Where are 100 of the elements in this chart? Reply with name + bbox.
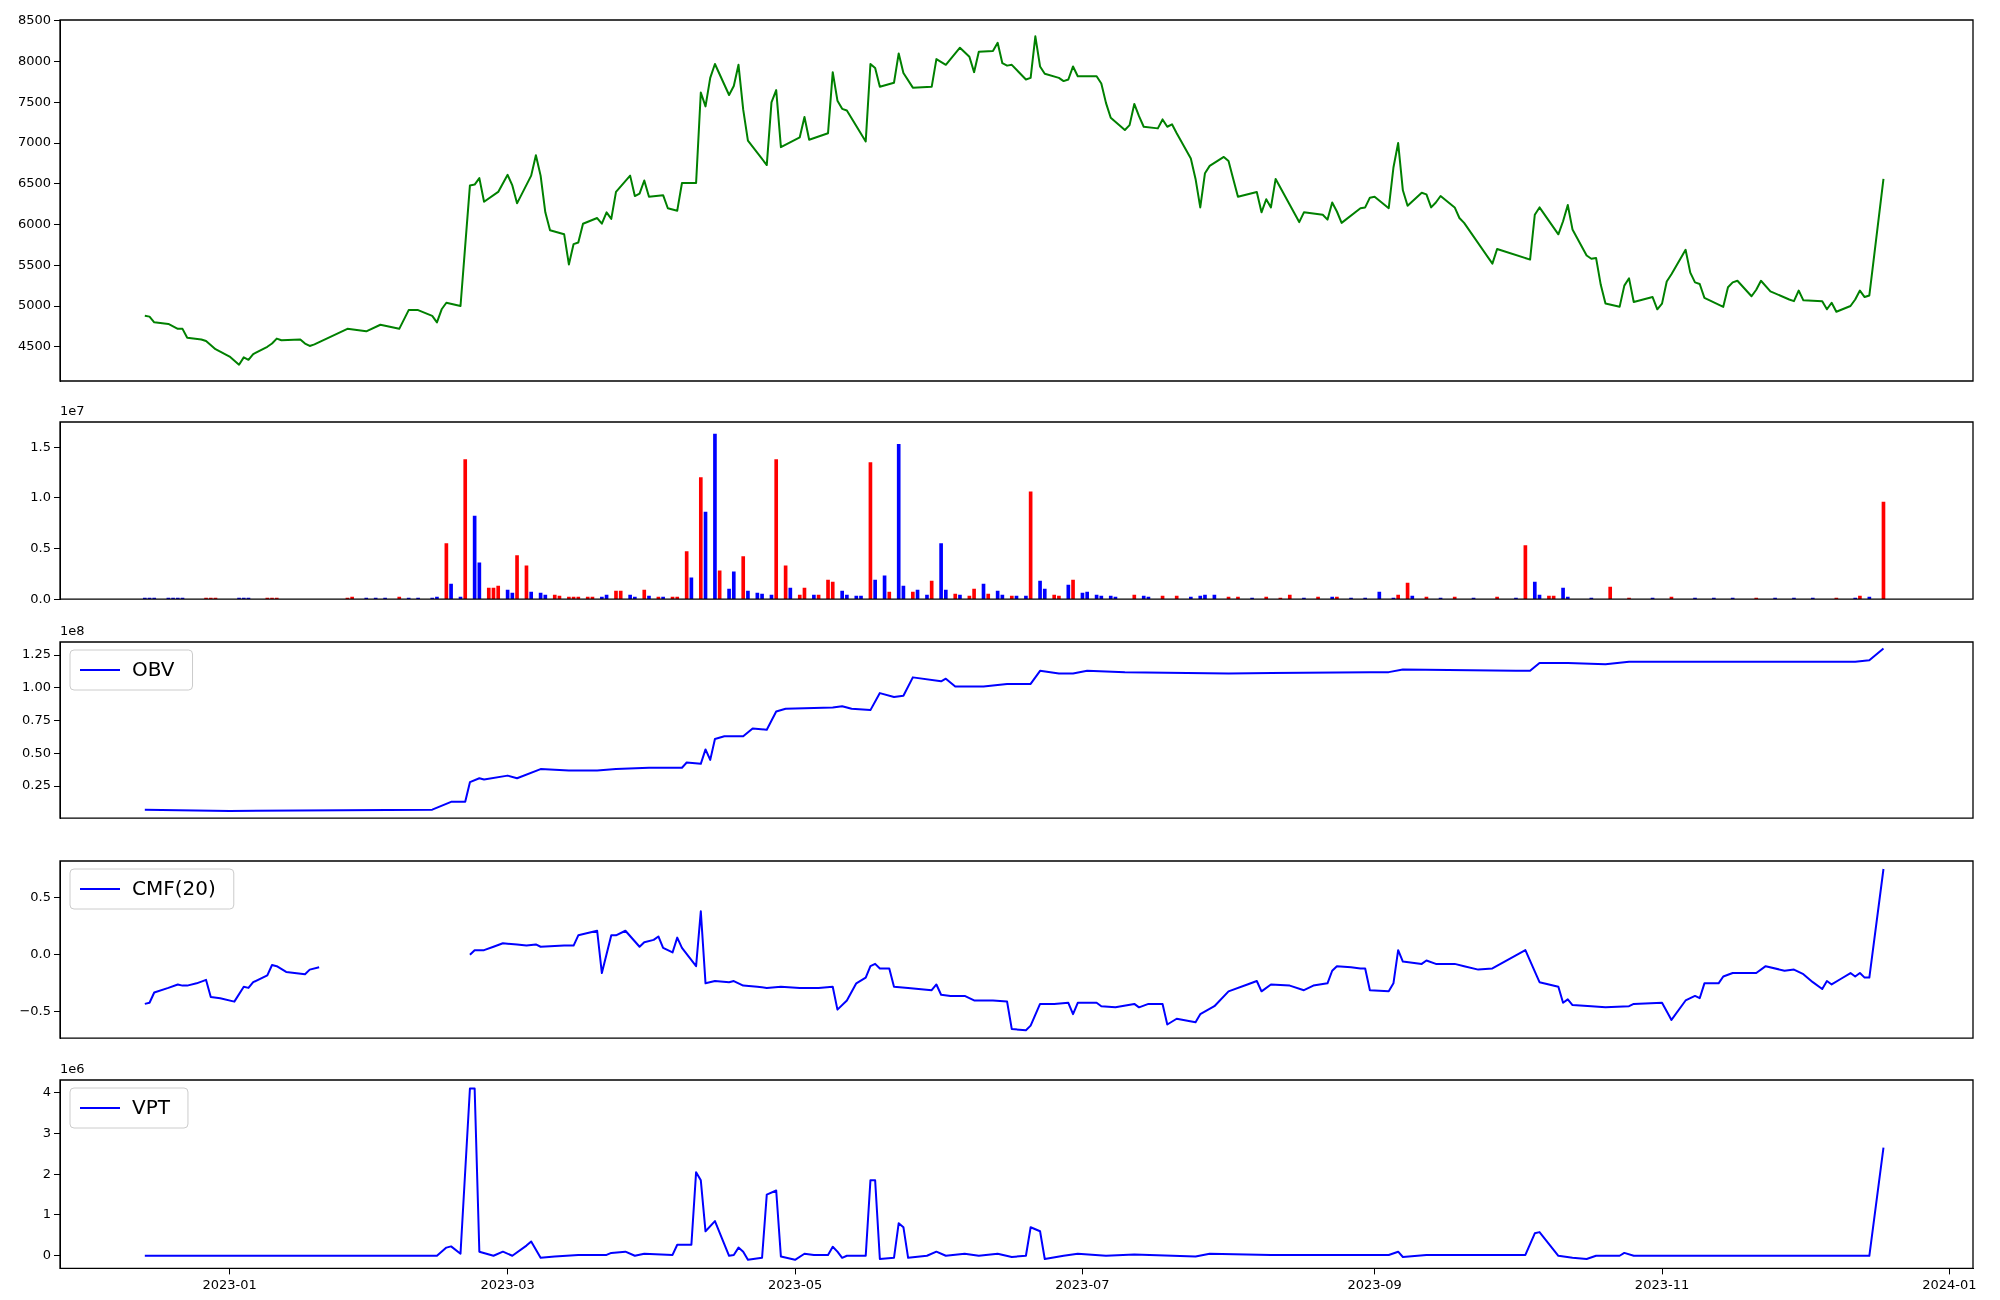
bar [774, 459, 779, 600]
bar [642, 589, 647, 600]
bar [515, 555, 519, 600]
text: 1e8 [60, 622, 85, 638]
bar [1264, 596, 1269, 600]
bar [1532, 581, 1537, 600]
bar [576, 596, 581, 600]
bar [958, 594, 962, 600]
bar [953, 593, 958, 600]
bar [1108, 595, 1113, 600]
bar [675, 596, 680, 600]
bar [1052, 594, 1057, 600]
bar [1452, 596, 1457, 600]
bar [661, 596, 665, 600]
bar [741, 556, 746, 600]
bar [1071, 579, 1075, 600]
bar [449, 583, 453, 600]
bar [1198, 595, 1203, 600]
bar [698, 477, 703, 600]
bar [1608, 586, 1613, 600]
bar [1410, 595, 1415, 600]
bar [896, 443, 901, 600]
bar [854, 595, 859, 600]
bar [713, 433, 717, 600]
bar [1189, 596, 1193, 600]
bar [552, 594, 557, 600]
bar [1287, 594, 1292, 600]
y-tick-label: 0.25 [22, 777, 51, 793]
bar [887, 591, 892, 600]
x-tick-label: 2023-11 [1634, 1276, 1690, 1292]
bar [647, 595, 651, 600]
y-tick-label: 1 [42, 1206, 51, 1222]
y-tick-label: 8500 [17, 12, 51, 28]
y-tick-label: 5500 [17, 256, 51, 272]
text: 1e6 [60, 1060, 85, 1076]
y-tick-label: −0.5 [19, 1003, 51, 1019]
y-tick-label: 8000 [17, 52, 51, 68]
bar [1085, 591, 1090, 600]
bar [543, 594, 548, 600]
legend-label: VPT [132, 1095, 171, 1120]
bar [929, 580, 934, 600]
bar [397, 596, 402, 600]
bar [1141, 595, 1146, 600]
bar [986, 593, 991, 600]
y-tick-label: 0.50 [22, 744, 51, 760]
y-tick-label: 4 [42, 1084, 51, 1100]
y-tick-label: 7500 [17, 93, 51, 109]
bar [873, 579, 877, 600]
x-tick-label: 2024-01 [1922, 1276, 1977, 1292]
bar [1174, 595, 1179, 600]
bar [1099, 595, 1104, 600]
legend-label: CMF(20) [132, 876, 216, 901]
x-tick-label: 2023-01 [202, 1276, 257, 1292]
bar [486, 587, 491, 600]
y-tick-label: 0.5 [30, 888, 51, 904]
bar [911, 591, 915, 600]
bar [812, 594, 816, 600]
x-tick-label: 2023-09 [1347, 1276, 1402, 1292]
bar [1132, 594, 1137, 600]
bar [618, 590, 623, 600]
y-tick-label: 3 [42, 1124, 51, 1140]
bar [496, 585, 501, 600]
bar [1024, 595, 1028, 600]
y-tick-label: 0.0 [30, 946, 51, 962]
y-tick-label: 0.0 [30, 590, 51, 606]
bar [1316, 596, 1320, 600]
y-tick-label: 2 [42, 1165, 51, 1181]
y-tick-label: 1.5 [30, 438, 51, 454]
bar [684, 551, 689, 600]
bar [731, 571, 736, 600]
x-tick-label: 2023-05 [767, 1276, 823, 1292]
bar [1236, 596, 1240, 600]
bar [1009, 595, 1014, 600]
bar [1495, 596, 1499, 600]
y-tick-label: 0.5 [30, 539, 51, 555]
legend-label: OBV [132, 657, 175, 682]
y-tick-label: 0 [42, 1247, 51, 1263]
bar [1330, 596, 1335, 600]
text: 1e7 [60, 402, 85, 418]
y-tick-label: 5000 [17, 297, 51, 313]
bar [463, 459, 468, 600]
bar [972, 588, 976, 600]
bar [830, 581, 835, 600]
bar [350, 596, 354, 600]
y-tick-label: 1.00 [22, 679, 51, 695]
y-tick-label: 1.25 [22, 646, 51, 662]
x-tick-label: 2023-07 [1055, 1276, 1110, 1292]
bar [1396, 594, 1400, 600]
y-tick-label: 6000 [17, 215, 51, 231]
y-tick-label: 4500 [17, 338, 51, 354]
bar [1858, 595, 1862, 600]
y-tick-label: 0.75 [22, 711, 51, 727]
y-tick-label: 6500 [17, 175, 51, 191]
bar [1377, 591, 1382, 600]
y-tick-label: 1.0 [30, 489, 51, 505]
bar [585, 596, 590, 600]
bar [1547, 595, 1551, 600]
bar [1335, 596, 1339, 600]
y-tick-label: 7000 [17, 134, 51, 150]
bar [600, 596, 604, 600]
